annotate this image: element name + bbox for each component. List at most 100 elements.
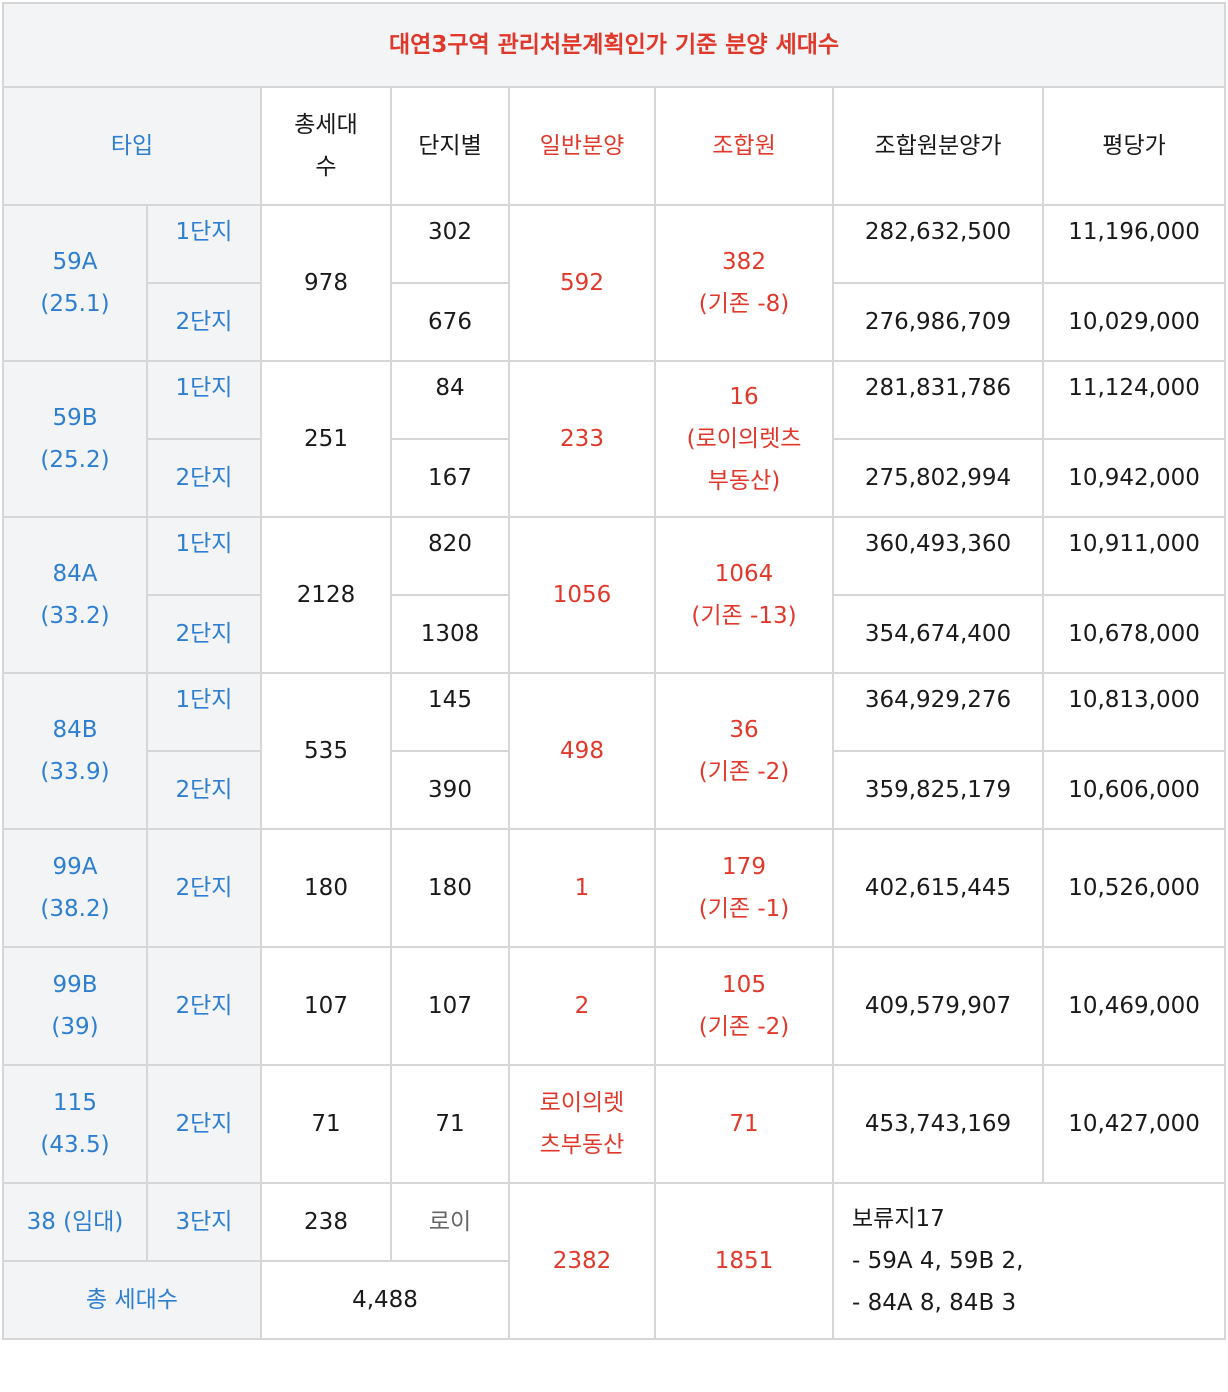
- total-units-cell: 535: [260, 672, 392, 830]
- complex-units-cell: 180: [390, 828, 510, 948]
- note-line: - 84A 8, 84B 3: [852, 1290, 1017, 1316]
- members-note: (기존 -2): [698, 1014, 790, 1040]
- members-count: 1064: [714, 561, 774, 587]
- members-count: 382: [722, 249, 766, 275]
- member-price-cell: 354,674,400: [832, 594, 1044, 674]
- members-note: (기존 -2): [698, 759, 790, 785]
- members-cell: 179 (기존 -1): [654, 828, 834, 948]
- members-note: (기존 -8): [698, 291, 790, 317]
- type-label: 59B: [52, 405, 98, 431]
- table-row: 59B (25.2) 1단지 251 84 233 16 (로이의렛츠 부동산)…: [2, 360, 1227, 518]
- table-row: 총 세대수 4,488: [2, 1260, 1225, 1340]
- complex-label: 1단지: [146, 204, 262, 284]
- members-cell: 16 (로이의렛츠 부동산): [654, 360, 834, 518]
- members-note: 부동산): [707, 468, 781, 494]
- price-per-pyeong-cell: 10,029,000: [1041, 282, 1227, 362]
- complex-label: 3단지: [146, 1182, 262, 1262]
- general-sale-note: 로이의렛: [539, 1090, 625, 1116]
- table-row: 115 (43.5) 2단지 71 71 로이의렛 츠부동산 71 453,74…: [2, 1064, 1227, 1184]
- member-price-cell: 276,986,709: [832, 282, 1044, 362]
- general-sale-cell: 1: [508, 828, 656, 948]
- header-member-price: 조합원분양가: [832, 86, 1044, 206]
- total-units-cell: 978: [260, 204, 392, 362]
- member-price-cell: 282,632,500: [832, 204, 1044, 284]
- complex-label: 2단지: [146, 828, 262, 948]
- member-price-cell: 281,831,786: [832, 360, 1044, 440]
- type-label: 99B: [52, 972, 98, 998]
- member-price-cell: 409,579,907: [832, 946, 1044, 1066]
- note-line: - 59A 4, 59B 2,: [852, 1248, 1024, 1274]
- price-per-pyeong-cell: 10,427,000: [1041, 1064, 1227, 1184]
- type-cell: 84B (33.9): [2, 672, 148, 830]
- table-row: 2단지 167 275,802,994 10,942,000: [3, 438, 1227, 518]
- table-row: 2단지 1308 354,674,400 10,678,000: [3, 594, 1227, 674]
- member-price-cell: 364,929,276: [832, 672, 1044, 752]
- table-title: 대연3구역 관리처분계획인가 기준 분양 세대수: [1, 2, 1227, 88]
- type-area: (38.2): [40, 896, 110, 922]
- complex-units-cell: 820: [390, 516, 510, 596]
- total-members: 1851: [654, 1182, 834, 1340]
- price-per-pyeong-cell: 10,942,000: [1041, 438, 1227, 518]
- type-area: (43.5): [40, 1132, 110, 1158]
- total-units-cell: 180: [260, 828, 392, 948]
- complex-label: 1단지: [146, 516, 262, 596]
- type-cell: 59B (25.2): [2, 360, 148, 518]
- general-sale-cell: 로이의렛 츠부동산: [508, 1064, 656, 1184]
- price-per-pyeong-cell: 10,606,000: [1041, 750, 1227, 830]
- type-area: (33.9): [40, 759, 110, 785]
- header-general-sale: 일반분양: [508, 86, 656, 206]
- members-cell: 105 (기존 -2): [654, 946, 834, 1066]
- member-price-cell: 275,802,994: [832, 438, 1044, 518]
- total-units-value: 4,488: [260, 1260, 510, 1340]
- members-cell: 1064 (기존 -13): [654, 516, 834, 674]
- type-label: 115: [53, 1090, 97, 1116]
- members-count: 105: [722, 972, 766, 998]
- total-label: 총 세대수: [2, 1260, 262, 1340]
- complex-units-cell: 71: [390, 1064, 510, 1184]
- type-cell: 115 (43.5): [2, 1064, 148, 1184]
- price-per-pyeong-cell: 10,526,000: [1041, 828, 1227, 948]
- members-note: (로이의렛츠: [686, 426, 802, 452]
- members-note: (기존 -1): [698, 896, 790, 922]
- member-price-cell: 359,825,179: [832, 750, 1044, 830]
- member-price-cell: 402,615,445: [832, 828, 1044, 948]
- note-line: 보류지17: [852, 1206, 945, 1232]
- table-row: 2단지 676 276,986,709 10,029,000: [3, 282, 1227, 362]
- complex-label: 2단지: [146, 438, 262, 518]
- complex-units-cell: 390: [390, 750, 510, 830]
- type-area: (39): [51, 1014, 99, 1040]
- members-count: 16: [729, 384, 759, 410]
- type-area: (33.2): [40, 603, 110, 629]
- header-type: 타입: [2, 86, 262, 206]
- complex-label: 2단지: [146, 946, 262, 1066]
- complex-units-cell: 167: [390, 438, 510, 518]
- complex-units-cell: 302: [390, 204, 510, 284]
- price-per-pyeong-cell: 11,196,000: [1041, 204, 1227, 284]
- price-per-pyeong-cell: 10,678,000: [1041, 594, 1227, 674]
- header-by-complex: 단지별: [390, 86, 510, 206]
- total-units-cell: 107: [260, 946, 392, 1066]
- members-count: 179: [722, 854, 766, 880]
- general-sale-cell: 2: [508, 946, 656, 1066]
- complex-label: 2단지: [146, 750, 262, 830]
- type-label: 59A: [52, 249, 98, 275]
- table-row: 99A (38.2) 2단지 180 180 1 179 (기존 -1) 402…: [2, 828, 1227, 948]
- type-area: (25.2): [40, 447, 110, 473]
- price-per-pyeong-cell: 10,469,000: [1041, 946, 1227, 1066]
- header-total-units: 총세대수: [260, 86, 392, 206]
- complex-label: 1단지: [146, 672, 262, 752]
- total-units-cell: 238: [260, 1182, 392, 1262]
- total-units-cell: 71: [260, 1064, 392, 1184]
- type-cell: 84A (33.2): [2, 516, 148, 674]
- reserved-units-note: 보류지17 - 59A 4, 59B 2, - 84A 8, 84B 3: [831, 1182, 1227, 1340]
- total-units-cell: 2128: [260, 516, 392, 674]
- table-row: 84A (33.2) 1단지 2128 820 1056 1064 (기존 -1…: [2, 516, 1227, 674]
- type-cell: 99A (38.2): [2, 828, 148, 948]
- members-cell: 382 (기존 -8): [654, 204, 834, 362]
- complex-label: 2단지: [146, 1064, 262, 1184]
- type-label: 84B: [52, 717, 98, 743]
- table-row: 38 (임대) 3단지 238 로이 2382 1851 보류지17 - 59A…: [2, 1182, 1227, 1340]
- total-units-cell: 251: [260, 360, 392, 518]
- type-area: (25.1): [40, 291, 110, 317]
- members-cell: 36 (기존 -2): [654, 672, 834, 830]
